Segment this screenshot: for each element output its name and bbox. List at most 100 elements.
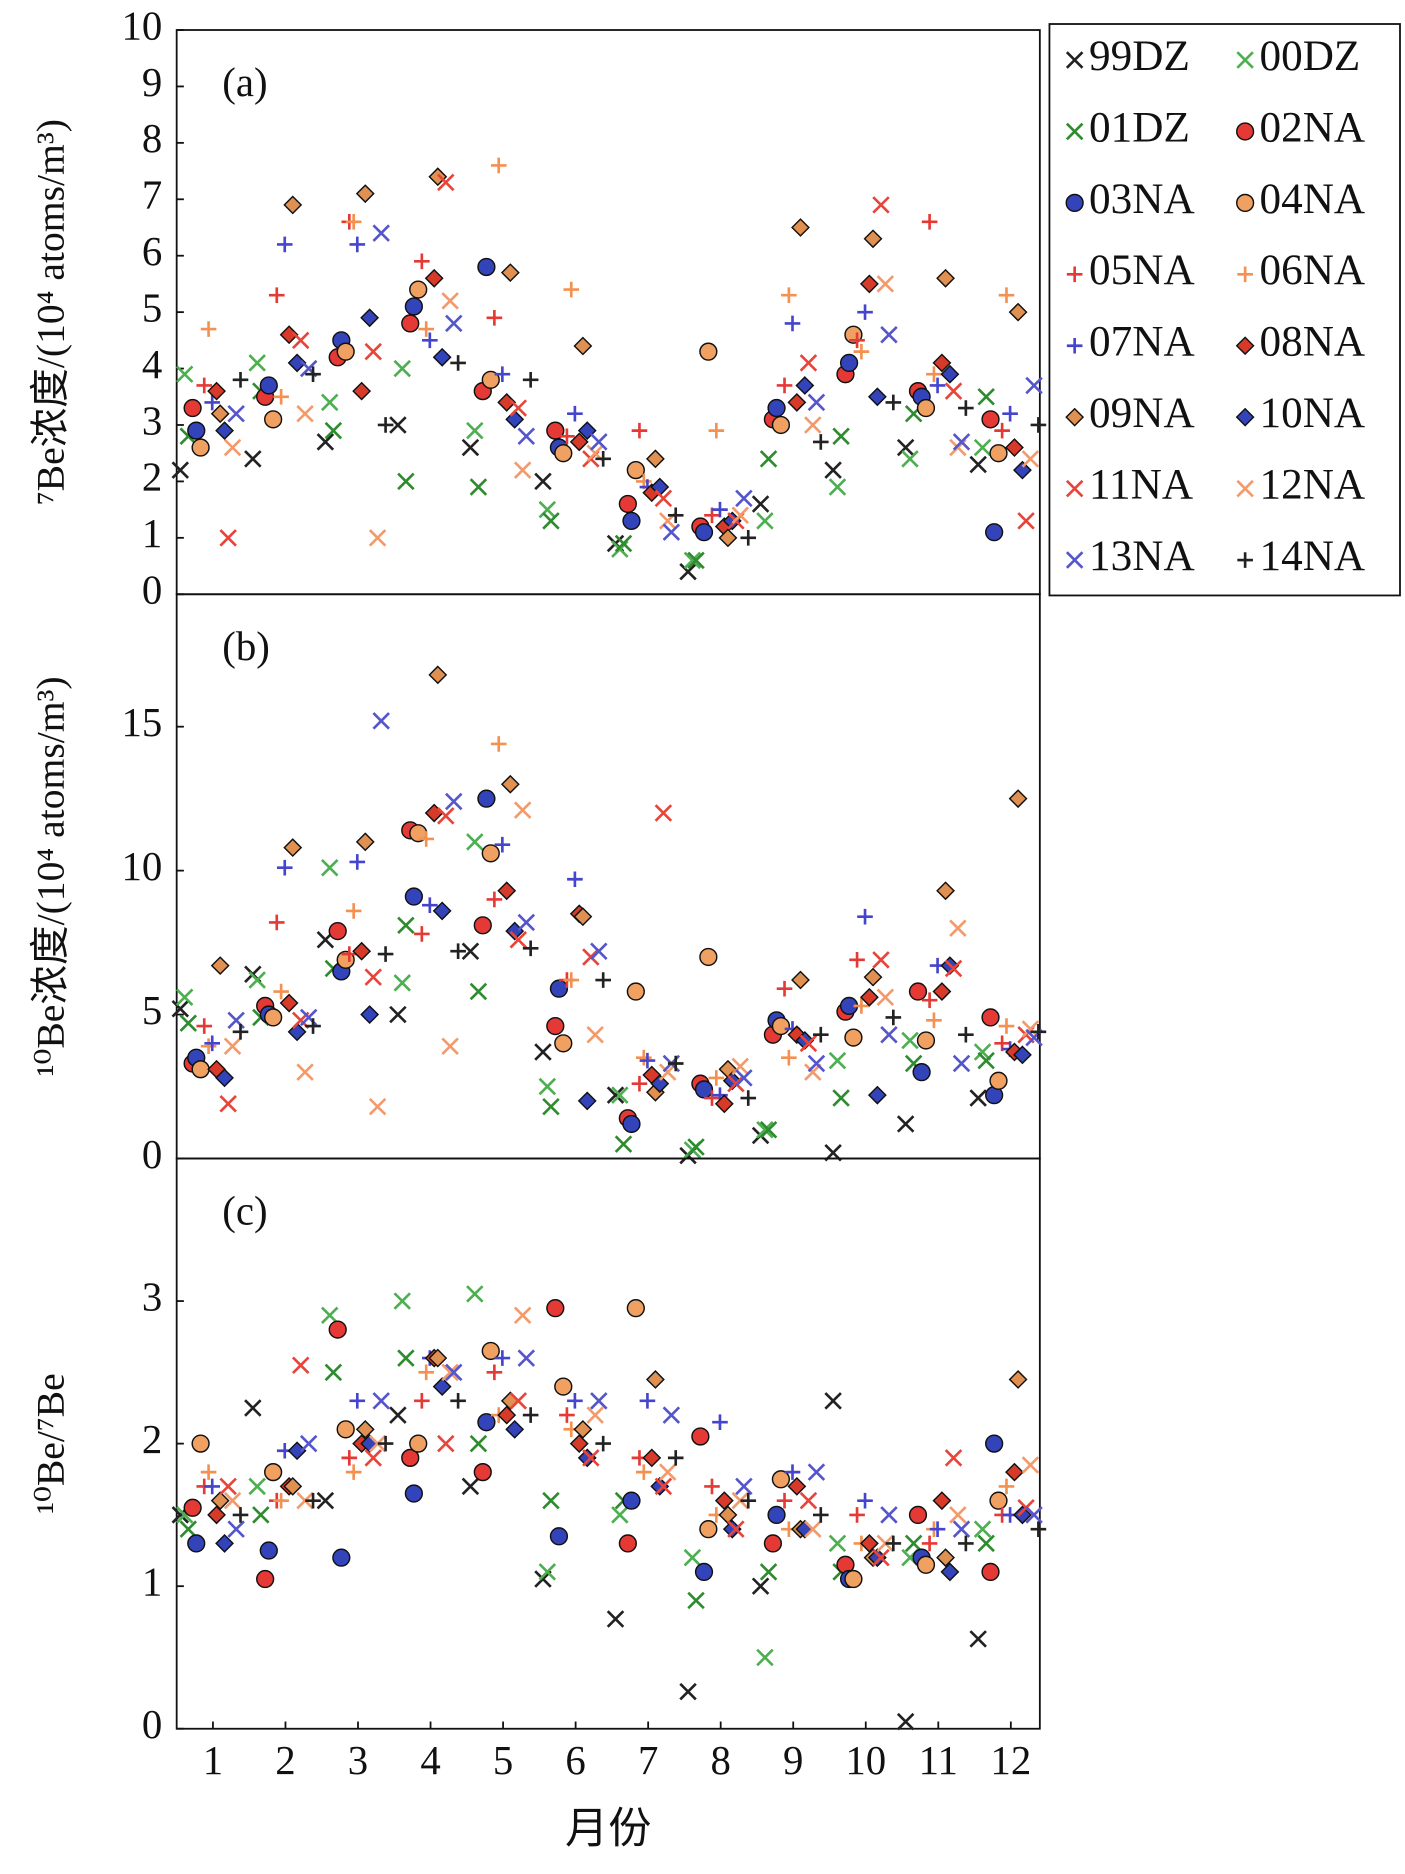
data-point bbox=[977, 1051, 995, 1070]
legend-label: 03NA bbox=[1089, 175, 1195, 223]
data-point bbox=[1013, 1045, 1032, 1065]
data-point bbox=[679, 562, 697, 581]
data-point bbox=[704, 1090, 720, 1106]
data-point bbox=[320, 393, 339, 412]
legend-label: 10NA bbox=[1260, 389, 1366, 437]
legend-marker bbox=[1066, 337, 1083, 354]
data-point bbox=[232, 372, 249, 388]
data-point bbox=[486, 1364, 503, 1381]
data-point bbox=[497, 1405, 517, 1425]
data-point bbox=[273, 983, 289, 1000]
data-point bbox=[857, 1492, 873, 1509]
data-point bbox=[569, 1434, 589, 1454]
data-point bbox=[389, 1406, 407, 1424]
data-point bbox=[215, 421, 234, 441]
data-point bbox=[299, 1434, 318, 1453]
data-point bbox=[812, 1026, 829, 1043]
data-point bbox=[191, 1060, 210, 1079]
data-point bbox=[461, 942, 480, 960]
data-point bbox=[645, 1370, 665, 1389]
data-point bbox=[204, 1478, 221, 1495]
data-point bbox=[872, 196, 890, 214]
data-point bbox=[252, 1506, 270, 1524]
legend-label: 05NA bbox=[1089, 246, 1195, 294]
data-point bbox=[401, 314, 420, 333]
data-point bbox=[248, 971, 266, 989]
data-point bbox=[183, 398, 202, 418]
data-point bbox=[606, 1086, 625, 1104]
data-point bbox=[667, 1055, 684, 1072]
data-point bbox=[490, 736, 507, 752]
data-point bbox=[505, 1419, 525, 1439]
data-point bbox=[936, 1548, 955, 1568]
data-point bbox=[204, 394, 221, 411]
data-point bbox=[341, 946, 358, 962]
legend-box bbox=[1048, 23, 1401, 597]
data-point bbox=[500, 263, 520, 283]
data-point bbox=[626, 1299, 645, 1318]
data-point bbox=[944, 1449, 963, 1467]
data-point bbox=[832, 427, 850, 446]
panel-label: (c) bbox=[222, 1188, 267, 1233]
data-point bbox=[349, 236, 366, 253]
y-tick-label: 7 bbox=[142, 173, 162, 218]
data-point bbox=[694, 1080, 714, 1099]
data-point bbox=[534, 1043, 552, 1061]
data-point bbox=[569, 432, 589, 452]
x-tick-label: 6 bbox=[565, 1738, 585, 1783]
data-point bbox=[296, 1063, 314, 1081]
data-point bbox=[859, 274, 879, 294]
data-point bbox=[542, 512, 560, 530]
data-point bbox=[784, 1464, 801, 1480]
data-point bbox=[885, 1009, 902, 1026]
data-point bbox=[538, 1077, 557, 1096]
data-point bbox=[500, 1391, 520, 1411]
data-point bbox=[577, 1448, 597, 1468]
data-point bbox=[582, 1449, 600, 1467]
data-point bbox=[691, 1427, 710, 1446]
data-point bbox=[921, 1535, 938, 1552]
data-point bbox=[232, 1507, 249, 1523]
legend-marker bbox=[1066, 266, 1083, 283]
data-point bbox=[469, 1434, 488, 1453]
data-point bbox=[650, 1476, 670, 1496]
data-point bbox=[859, 1533, 879, 1553]
data-point bbox=[232, 1024, 249, 1040]
x-axis-label: 月份 bbox=[565, 1805, 651, 1853]
data-point bbox=[432, 1377, 452, 1397]
data-point bbox=[985, 523, 1004, 542]
data-point bbox=[336, 1420, 355, 1439]
y-axis-label: ⁷Be浓度/(10⁴ atoms/m³) bbox=[28, 119, 72, 505]
data-point bbox=[880, 1025, 898, 1044]
data-point bbox=[490, 157, 507, 174]
data-point bbox=[595, 972, 611, 988]
data-point bbox=[751, 1577, 770, 1595]
data-point bbox=[273, 388, 289, 405]
data-point bbox=[418, 1364, 434, 1381]
data-point bbox=[699, 342, 718, 361]
data-point bbox=[368, 1434, 387, 1453]
data-point bbox=[849, 1507, 865, 1523]
data-point bbox=[567, 871, 583, 888]
data-point bbox=[279, 325, 299, 345]
data-point bbox=[969, 455, 987, 474]
data-point bbox=[1008, 789, 1028, 809]
data-point bbox=[767, 398, 786, 418]
data-point bbox=[445, 314, 463, 333]
data-point bbox=[704, 1478, 720, 1495]
data-point bbox=[799, 354, 818, 372]
data-point bbox=[414, 253, 430, 270]
data-point bbox=[538, 500, 557, 519]
data-point bbox=[341, 1450, 358, 1466]
data-point bbox=[901, 450, 919, 468]
legend-marker bbox=[1236, 479, 1254, 498]
data-point bbox=[554, 1034, 573, 1053]
data-point bbox=[952, 433, 971, 451]
data-point bbox=[916, 1555, 936, 1574]
data-point bbox=[450, 355, 466, 371]
data-point bbox=[1030, 1024, 1047, 1040]
data-point bbox=[683, 551, 702, 570]
data-point bbox=[1013, 1505, 1032, 1525]
legend-label: 00DZ bbox=[1260, 32, 1361, 80]
